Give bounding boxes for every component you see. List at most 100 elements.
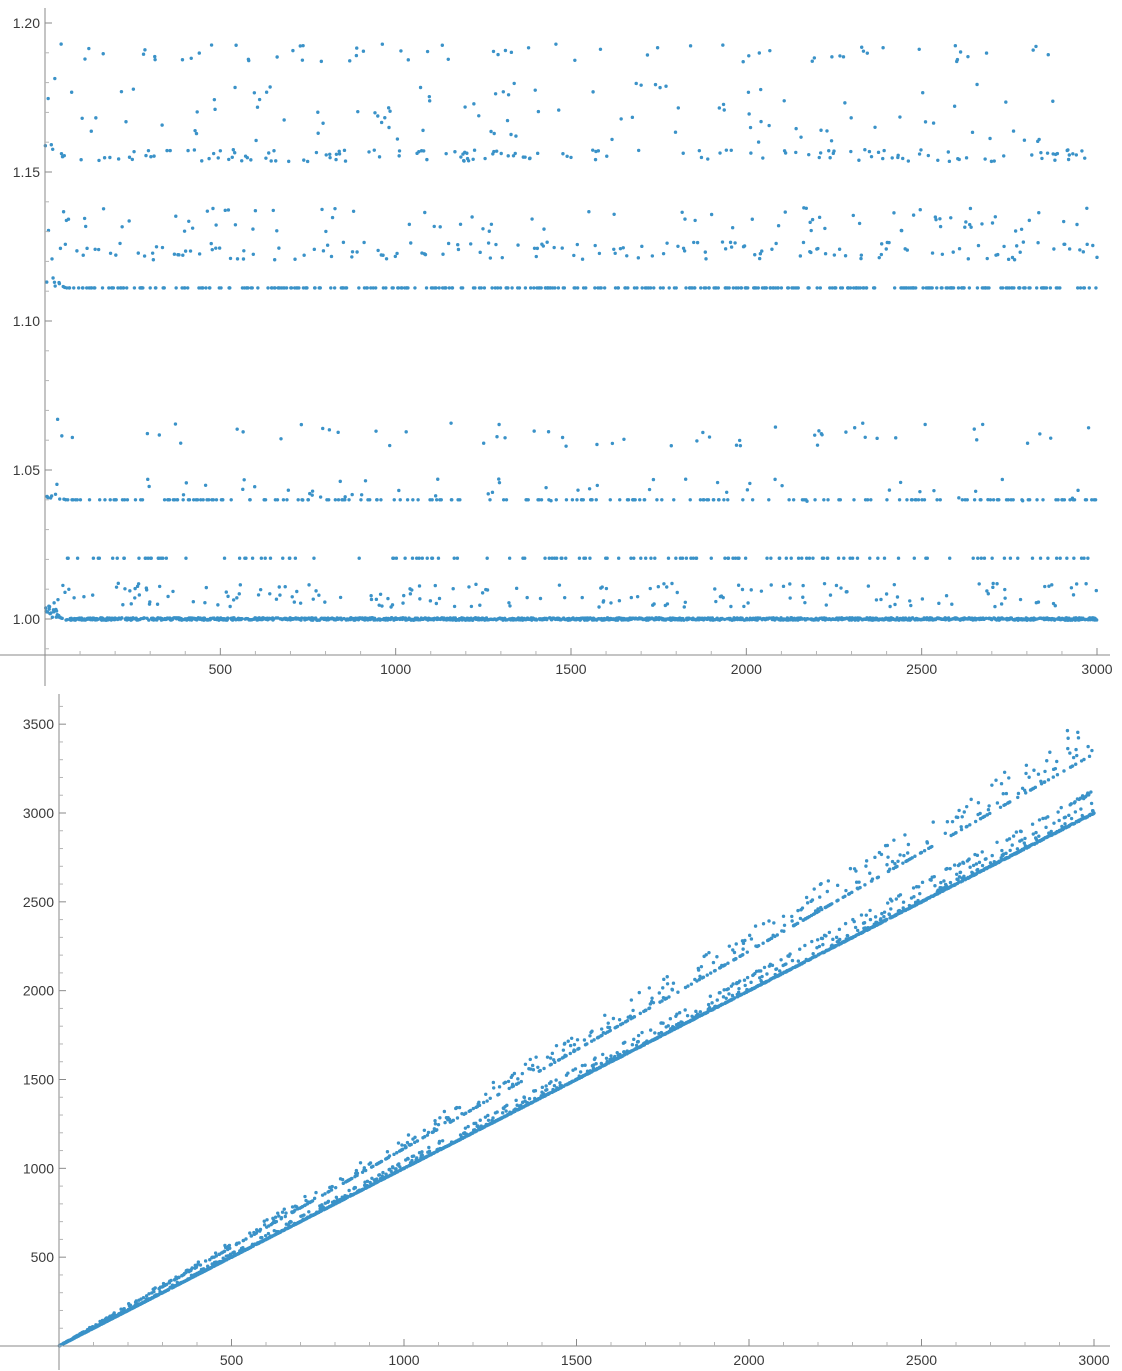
top-data-point [348, 59, 352, 63]
bottom-data-point [666, 1024, 670, 1028]
top-data-point [783, 210, 787, 214]
top-data-point [505, 118, 510, 123]
top-data-point [562, 595, 567, 600]
top-data-point [271, 208, 275, 213]
bottom-data-point [314, 1190, 318, 1195]
top-data-point [384, 286, 388, 290]
top-data-point [717, 498, 721, 502]
top-data-point [501, 90, 506, 94]
top-data-point [386, 106, 391, 110]
bottom-data-point [385, 1150, 390, 1154]
top-data-point [695, 240, 700, 245]
top-data-point [248, 498, 252, 502]
top-data-point [120, 616, 124, 620]
top-y-tick-label: 1.05 [13, 462, 40, 478]
top-data-point [780, 483, 784, 488]
top-data-point [843, 254, 848, 258]
top-data-point [135, 584, 140, 589]
top-data-point [680, 210, 684, 214]
bottom-data-point [495, 1110, 499, 1114]
top-data-point [371, 286, 375, 290]
top-plot-points [43, 42, 1099, 622]
top-data-point [390, 603, 395, 607]
top-data-point [93, 286, 97, 290]
bottom-data-point [395, 1151, 399, 1155]
bottom-data-point [368, 1161, 373, 1165]
top-data-point [1002, 244, 1006, 249]
bottom-data-point [632, 1015, 637, 1019]
top-data-point [973, 489, 978, 493]
top-data-point [543, 556, 547, 560]
top-data-point [966, 257, 971, 261]
top-data-point [819, 128, 823, 132]
top-data-point [722, 108, 726, 112]
top-data-point [658, 85, 662, 90]
top-data-point [97, 158, 101, 163]
top-data-point [587, 487, 592, 491]
top-data-point [297, 286, 301, 290]
bottom-data-point [611, 1016, 616, 1021]
top-data-point [1027, 218, 1032, 223]
top-data-point [1008, 556, 1013, 560]
top-data-point [409, 241, 413, 245]
top-x-tick-label: 3000 [1081, 661, 1112, 677]
top-data-point [613, 251, 617, 256]
top-data-point [709, 556, 713, 560]
bottom-data-point [671, 981, 676, 985]
top-data-point [912, 556, 916, 560]
top-data-point [496, 52, 500, 57]
top-data-point [410, 588, 414, 592]
top-data-point [821, 556, 826, 560]
top-data-point [216, 156, 220, 160]
top-data-point [211, 498, 216, 502]
top-data-point [415, 556, 419, 560]
top-data-point [1074, 582, 1079, 586]
top-data-point [46, 96, 50, 101]
top-data-point [76, 286, 81, 290]
bottom-data-point [504, 1109, 508, 1113]
top-data-point [108, 251, 113, 255]
top-data-point [336, 498, 341, 502]
top-data-point [485, 588, 490, 592]
top-data-point [422, 149, 426, 153]
top-data-point [298, 601, 303, 605]
top-data-point [731, 286, 736, 290]
top-data-point [565, 154, 569, 158]
top-data-point [146, 477, 150, 482]
bottom-data-point [284, 1211, 288, 1215]
top-data-point [830, 286, 834, 290]
top-data-point [906, 159, 911, 163]
top-data-point [328, 152, 332, 156]
bottom-data-point [615, 1024, 620, 1029]
top-data-point [305, 286, 309, 290]
top-data-point [452, 556, 456, 560]
top-data-point [141, 52, 146, 56]
top-data-point [432, 224, 436, 229]
top-data-point [355, 250, 359, 254]
bottom-data-point [258, 1227, 263, 1232]
top-data-point [675, 590, 679, 595]
bottom-data-point [277, 1214, 281, 1218]
top-data-point [895, 595, 900, 599]
top-data-point [1000, 477, 1005, 482]
bottom-data-point [364, 1168, 368, 1173]
top-data-point [459, 155, 463, 159]
top-data-point [724, 148, 729, 152]
bottom-data-point [273, 1215, 278, 1219]
top-data-point [1002, 154, 1006, 158]
bottom-data-point [661, 986, 665, 990]
top-data-point [650, 254, 655, 258]
bottom-data-point [248, 1231, 252, 1235]
top-data-point [240, 159, 244, 163]
top-data-point [808, 220, 812, 225]
top-data-point [560, 435, 565, 440]
top-data-point [45, 610, 50, 614]
top-data-point [947, 159, 952, 164]
top-data-point [1041, 498, 1045, 502]
top-data-point [799, 135, 803, 139]
top-data-point [306, 498, 311, 502]
top-data-point [1051, 99, 1055, 103]
top-data-point [66, 498, 70, 502]
top-data-point [191, 600, 196, 604]
top-data-point [549, 499, 553, 503]
